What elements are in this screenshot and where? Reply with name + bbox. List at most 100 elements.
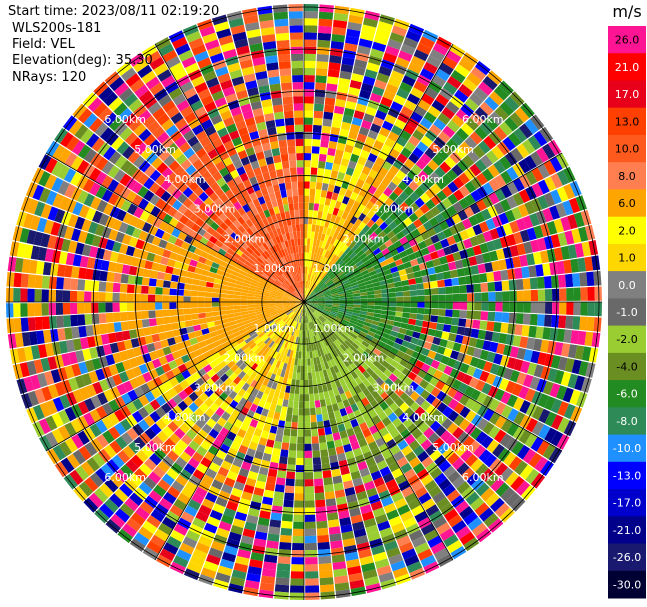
velocity-gate: [327, 336, 334, 344]
velocity-gate: [244, 400, 253, 410]
velocity-gate: [407, 474, 420, 486]
velocity-gate: [485, 472, 500, 487]
velocity-gate: [454, 334, 464, 344]
velocity-gate: [542, 263, 551, 276]
velocity-gate: [332, 163, 341, 172]
velocity-gate: [327, 69, 340, 78]
velocity-gate: [241, 373, 250, 383]
velocity-gate: [379, 466, 391, 477]
velocity-gate: [304, 387, 309, 395]
velocity-gate: [163, 542, 179, 555]
velocity-gate: [288, 203, 294, 211]
velocity-gate: [235, 555, 250, 566]
velocity-gate: [519, 336, 529, 349]
velocity-gate: [480, 487, 495, 502]
velocity-gate: [477, 329, 487, 340]
velocity-gate: [367, 355, 376, 364]
velocity-gate: [266, 379, 274, 389]
velocity-gate: [120, 273, 129, 284]
velocity-gate: [308, 290, 313, 297]
velocity-gate: [452, 285, 460, 294]
velocity-gate: [162, 287, 170, 295]
velocity-gate: [335, 394, 343, 404]
velocity-gate: [191, 284, 199, 291]
velocity-gate: [454, 89, 469, 103]
velocity-gate: [247, 394, 256, 404]
velocity-gate: [579, 272, 588, 287]
velocity-gate: [460, 449, 473, 462]
velocity-gate: [314, 246, 319, 254]
velocity-gate: [429, 124, 442, 136]
velocity-gate: [405, 451, 417, 463]
velocity-gate: [406, 272, 415, 280]
velocity-gate: [354, 349, 362, 357]
velocity-gate: [419, 117, 433, 130]
velocity-gate: [408, 152, 420, 164]
velocity-gate: [148, 286, 156, 295]
velocity-gate: [367, 294, 375, 299]
velocity-gate: [77, 302, 85, 314]
velocity-gate: [304, 486, 314, 494]
velocity-gate: [326, 318, 333, 325]
velocity-gate: [286, 189, 293, 197]
velocity-gate: [282, 506, 294, 515]
velocity-gate: [329, 229, 336, 238]
velocity-gate: [341, 414, 350, 424]
velocity-gate: [350, 216, 358, 225]
velocity-gate: [200, 440, 212, 451]
velocity-gate: [546, 220, 558, 235]
velocity-gate: [299, 308, 303, 316]
velocity-gate: [408, 23, 425, 36]
velocity-gate: [142, 327, 152, 336]
velocity-gate: [212, 288, 220, 294]
velocity-gate: [499, 507, 515, 523]
velocity-gate: [488, 178, 501, 192]
velocity-gate: [452, 309, 460, 318]
velocity-gate: [489, 91, 504, 106]
velocity-gate: [335, 240, 343, 249]
velocity-gate: [342, 342, 350, 350]
velocity-gate: [333, 568, 348, 578]
velocity-gate: [315, 189, 322, 197]
velocity-gate: [292, 535, 304, 544]
velocity-gate: [377, 230, 387, 240]
velocity-gate: [486, 272, 495, 282]
velocity-gate: [549, 156, 563, 173]
velocity-gate: [489, 412, 501, 425]
velocity-gate: [363, 276, 372, 282]
velocity-gate: [432, 437, 445, 450]
velocity-gate: [313, 471, 323, 480]
velocity-gate: [366, 210, 376, 219]
velocity-gate: [455, 221, 466, 233]
velocity-gate: [339, 299, 347, 302]
velocity-gate: [420, 474, 434, 486]
velocity-gate: [256, 349, 264, 358]
velocity-gate: [349, 207, 357, 216]
velocity-gate: [223, 507, 236, 518]
velocity-gate: [324, 296, 332, 299]
velocity-gate: [396, 136, 408, 147]
velocity-gate: [470, 427, 482, 440]
velocity-gate: [244, 431, 254, 442]
velocity-gate: [309, 282, 313, 289]
velocity-gate: [291, 557, 304, 565]
velocity-gate: [305, 528, 317, 537]
velocity-gate: [301, 309, 304, 317]
velocity-gate: [298, 302, 304, 307]
velocity-gate: [529, 376, 541, 390]
velocity-gate: [84, 291, 92, 302]
velocity-gate: [376, 72, 390, 84]
velocity-gate: [110, 513, 126, 529]
velocity-gate: [403, 186, 414, 197]
velocity-gate: [323, 477, 333, 486]
velocity-gate: [434, 472, 447, 486]
velocity-gate: [359, 555, 374, 566]
velocity-gate: [312, 131, 322, 140]
velocity-gate: [396, 88, 410, 100]
velocity-gate: [285, 124, 295, 133]
velocity-gate: [518, 159, 531, 174]
velocity-gate: [304, 300, 311, 302]
velocity-gate: [280, 323, 287, 330]
velocity-gate: [288, 153, 296, 161]
velocity-gate: [438, 302, 446, 309]
